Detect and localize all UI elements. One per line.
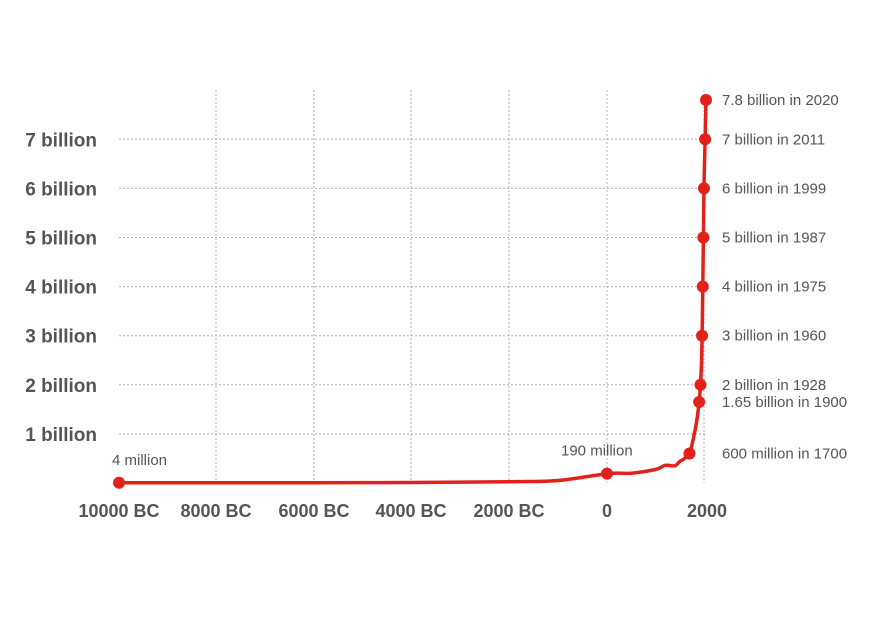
y-tick-label: 2 billion — [25, 376, 97, 397]
data-label: 3 billion in 1960 — [722, 328, 826, 345]
y-tick-label: 6 billion — [25, 179, 97, 200]
data-labels: 4 million 190 million 600 million in 1700 1… — [112, 92, 847, 469]
data-label: 2 billion in 1928 — [722, 377, 826, 394]
x-tick-label: 0 — [602, 501, 612, 521]
data-point — [700, 94, 712, 107]
x-tick-label: 8000 BC — [180, 501, 251, 521]
data-label: 7.8 billion in 2020 — [722, 92, 839, 109]
y-tick-label: 4 billion — [25, 278, 97, 299]
data-label: 190 million — [561, 443, 633, 460]
y-tick-label: 7 billion — [25, 130, 97, 151]
y-tick-label: 3 billion — [25, 327, 97, 348]
data-point — [694, 378, 707, 391]
data-label: 5 billion in 1987 — [722, 230, 826, 247]
data-point — [697, 182, 710, 195]
data-label: 4 million — [112, 452, 167, 469]
grid — [119, 90, 706, 483]
data-point — [699, 133, 712, 146]
data-point — [601, 467, 613, 480]
data-label: 600 million in 1700 — [722, 446, 847, 463]
y-tick-label: 5 billion — [25, 229, 97, 250]
data-point — [683, 447, 696, 460]
y-tick-label: 1 billion — [25, 425, 97, 446]
data-point — [696, 280, 709, 293]
x-tick-label: 2000 BC — [473, 501, 544, 521]
data-point — [113, 476, 125, 489]
population-line — [117, 98, 708, 485]
data-label: 4 billion in 1975 — [722, 279, 826, 296]
data-label: 6 billion in 1999 — [722, 180, 826, 197]
x-axis-ticks: 10000 BC 8000 BC 6000 BC 4000 BC 2000 BC 0 200… — [78, 501, 727, 521]
x-tick-label: 2000 — [687, 501, 727, 521]
x-tick-label: 6000 BC — [278, 501, 349, 521]
data-label: 1.65 billion in 1900 — [722, 394, 847, 411]
y-axis-ticks: 1 billion 2 billion 3 billion 4 billion 5 bi… — [25, 130, 97, 446]
data-point — [696, 329, 709, 342]
x-tick-label: 10000 BC — [78, 501, 159, 521]
x-tick-label: 4000 BC — [375, 501, 446, 521]
data-label: 7 billion in 2011 — [722, 131, 825, 148]
data-point — [693, 395, 706, 408]
data-point — [697, 231, 710, 244]
data-points — [113, 94, 712, 489]
